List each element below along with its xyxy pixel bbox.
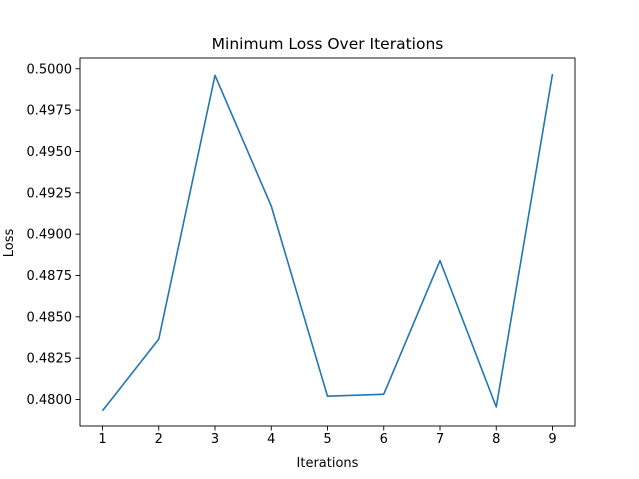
chart-title: Minimum Loss Over Iterations (212, 35, 444, 53)
x-tick-label: 8 (492, 432, 500, 447)
y-tick-label: 0.4875 (27, 269, 73, 284)
series-line (101, 73, 554, 412)
x-tick-label: 7 (436, 432, 444, 447)
y-tick-label: 0.4925 (27, 186, 73, 201)
y-tick-label: 0.5000 (27, 62, 73, 77)
y-axis-label: Loss (2, 229, 17, 258)
y-tick-label: 0.4950 (27, 145, 73, 160)
y-tick-label: 0.4975 (27, 104, 73, 119)
y-tick-label: 0.4850 (27, 310, 73, 325)
x-tick-label: 4 (267, 432, 275, 447)
x-axis-label: Iterations (297, 456, 359, 471)
x-tick-label: 1 (98, 432, 106, 447)
axes-frame (79, 57, 576, 427)
x-tick-label: 3 (211, 432, 219, 447)
x-tick-label: 6 (380, 432, 388, 447)
y-tick-label: 0.4900 (27, 228, 73, 243)
x-tick-label: 9 (548, 432, 556, 447)
x-tick-label: 5 (323, 432, 331, 447)
y-tick-label: 0.4800 (27, 393, 73, 408)
x-tick-label: 2 (155, 432, 163, 447)
y-tick-label: 0.4825 (27, 352, 73, 367)
plot-area: 1 2 3 4 5 6 7 8 9 0.4800 0.4825 0.4850 0.4875 0.4900 0… (27, 57, 576, 447)
